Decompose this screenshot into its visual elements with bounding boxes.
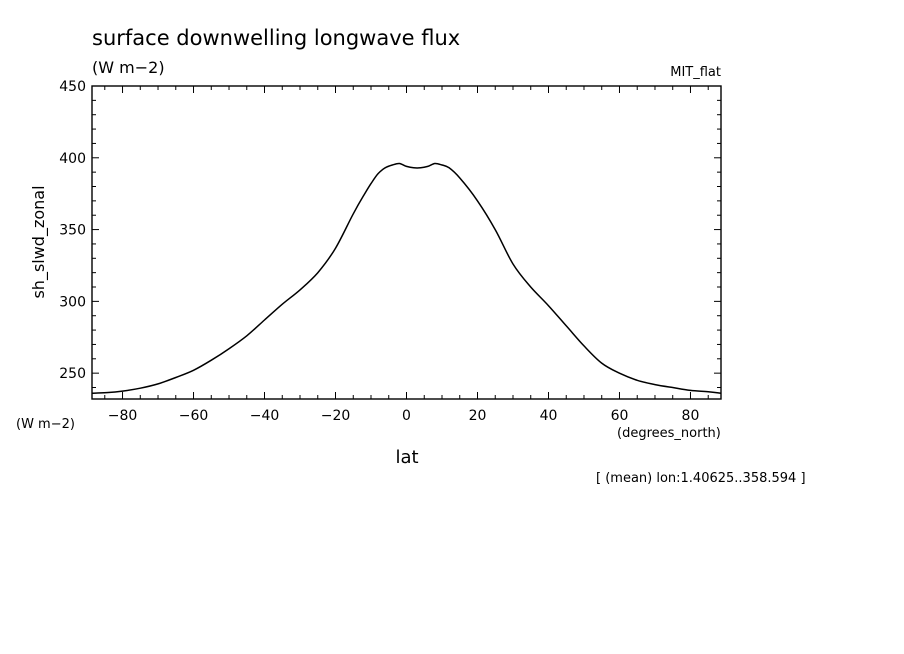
y-tick-label: 250 (59, 366, 86, 382)
plot-frame (91, 85, 722, 400)
footnote: [ (mean) lon:1.40625..358.594 ] (596, 471, 806, 486)
x-tick-label: 60 (611, 408, 629, 424)
y-tick-labels: 250 300 350 400 450 (59, 79, 86, 382)
x-tick-label: 40 (540, 408, 558, 424)
x-tick-label: −60 (179, 408, 209, 424)
model-label: MIT_flat (670, 65, 721, 80)
y-tick-label: 350 (59, 223, 86, 239)
x-axis-label: lat (395, 447, 418, 468)
y-tick-label: 450 (59, 79, 86, 95)
x-axis-units: (degrees_north) (617, 426, 721, 441)
x-tick-labels: −80 −60 −40 −20 0 20 40 60 80 (108, 408, 700, 424)
x-tick-label: 20 (469, 408, 487, 424)
title-units: (W m−2) (92, 58, 165, 77)
axis-ticks (92, 85, 721, 399)
y-tick-label: 400 (59, 151, 86, 167)
x-tick-label: 0 (402, 408, 411, 424)
x-tick-label: 80 (682, 408, 700, 424)
y-axis-units: (W m−2) (16, 417, 75, 432)
y-axis-label: sh_slwd_zonal (29, 185, 49, 298)
x-tick-label: −40 (250, 408, 280, 424)
y-tick-label: 300 (59, 294, 86, 310)
x-tick-label: −80 (108, 408, 138, 424)
series-line (91, 162, 722, 395)
x-tick-label: −20 (321, 408, 351, 424)
chart-title: surface downwelling longwave flux (92, 26, 460, 50)
